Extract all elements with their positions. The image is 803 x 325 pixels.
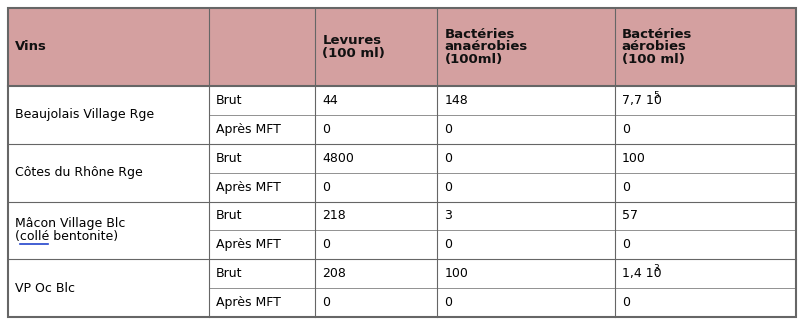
Bar [437, 288, 614, 317]
Bar [614, 115, 795, 144]
Bar [614, 86, 795, 115]
Text: (100 ml): (100 ml) [322, 47, 385, 60]
Text: (collé bentonite): (collé bentonite) [15, 230, 118, 243]
Bar [614, 173, 795, 202]
Text: 44: 44 [322, 94, 337, 107]
Text: 0: 0 [621, 181, 629, 194]
Bar [614, 259, 795, 288]
Bar [209, 144, 315, 173]
Text: Brut: Brut [216, 152, 243, 165]
Bar [315, 259, 437, 288]
Bar [315, 288, 437, 317]
Text: 0: 0 [621, 123, 629, 136]
Text: Brut: Brut [216, 209, 243, 222]
Text: anaérobies: anaérobies [444, 41, 527, 54]
Bar [8, 202, 209, 259]
Text: 218: 218 [322, 209, 345, 222]
Text: 148: 148 [444, 94, 467, 107]
Text: 100: 100 [444, 267, 468, 280]
Bar [437, 230, 614, 259]
Bar [209, 173, 315, 202]
Bar [437, 202, 614, 230]
Text: 208: 208 [322, 267, 346, 280]
Bar [315, 86, 437, 115]
Text: Vins: Vins [15, 41, 47, 54]
Text: 0: 0 [322, 181, 330, 194]
Text: 0: 0 [444, 296, 452, 309]
Bar [8, 86, 209, 144]
Text: 0: 0 [444, 152, 452, 165]
Bar [437, 173, 614, 202]
Text: 57: 57 [621, 209, 637, 222]
Bar [209, 230, 315, 259]
Bar [315, 202, 437, 230]
Text: 0: 0 [322, 123, 330, 136]
Text: Après MFT: Après MFT [216, 296, 280, 309]
Bar [614, 202, 795, 230]
Text: (100ml): (100ml) [444, 54, 502, 67]
Text: Mâcon Village Blc: Mâcon Village Blc [15, 217, 125, 230]
Text: 0: 0 [444, 181, 452, 194]
Text: Brut: Brut [216, 267, 243, 280]
Text: VP Oc Blc: VP Oc Blc [15, 282, 75, 295]
Bar [8, 259, 209, 317]
Bar [437, 144, 614, 173]
Bar [209, 259, 315, 288]
Bar [315, 230, 437, 259]
Text: (100 ml): (100 ml) [621, 54, 684, 67]
Bar [614, 288, 795, 317]
Text: 5: 5 [653, 91, 658, 100]
Bar [209, 8, 315, 86]
Text: 3: 3 [653, 264, 658, 273]
Bar [437, 259, 614, 288]
Text: 0: 0 [621, 238, 629, 251]
Text: 0: 0 [322, 238, 330, 251]
Text: Bactéries: Bactéries [621, 28, 691, 41]
Bar [209, 202, 315, 230]
Text: Après MFT: Après MFT [216, 181, 280, 194]
Bar [315, 144, 437, 173]
Bar [315, 115, 437, 144]
Bar [437, 86, 614, 115]
Bar [437, 8, 614, 86]
Text: 7,7 10: 7,7 10 [621, 94, 661, 107]
Bar [315, 173, 437, 202]
Text: 1,4 10: 1,4 10 [621, 267, 661, 280]
Bar [8, 144, 209, 202]
Text: 0: 0 [444, 123, 452, 136]
Text: 0: 0 [322, 296, 330, 309]
Bar [209, 115, 315, 144]
Text: aérobies: aérobies [621, 41, 686, 54]
Text: Bactéries: Bactéries [444, 28, 514, 41]
Text: Côtes du Rhône Rge: Côtes du Rhône Rge [15, 166, 143, 179]
Text: 4800: 4800 [322, 152, 354, 165]
Text: 0: 0 [444, 238, 452, 251]
Text: Après MFT: Après MFT [216, 238, 280, 251]
Text: 100: 100 [621, 152, 645, 165]
Bar [437, 115, 614, 144]
Bar [614, 230, 795, 259]
Bar [614, 144, 795, 173]
Bar [209, 86, 315, 115]
Text: Après MFT: Après MFT [216, 123, 280, 136]
Text: 3: 3 [444, 209, 452, 222]
Text: Brut: Brut [216, 94, 243, 107]
Bar [209, 288, 315, 317]
Text: 0: 0 [621, 296, 629, 309]
Text: Levures: Levures [322, 34, 381, 47]
Bar [315, 8, 437, 86]
Bar [614, 8, 795, 86]
Bar [8, 8, 209, 86]
Text: Beaujolais Village Rge: Beaujolais Village Rge [15, 108, 154, 121]
